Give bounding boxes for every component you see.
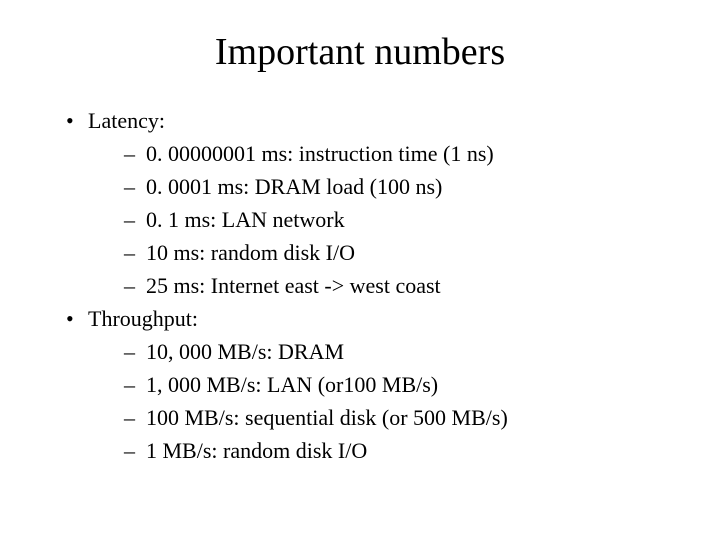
sub-list: 0. 00000001 ms: instruction time (1 ns) … <box>88 137 660 302</box>
sub-list-item: 0. 00000001 ms: instruction time (1 ns) <box>88 137 660 170</box>
sub-list-item: 10 ms: random disk I/O <box>88 236 660 269</box>
slide: Important numbers Latency: 0. 00000001 m… <box>0 0 720 540</box>
sub-list: 10, 000 MB/s: DRAM 1, 000 MB/s: LAN (or1… <box>88 335 660 467</box>
sub-list-item: 1, 000 MB/s: LAN (or100 MB/s) <box>88 368 660 401</box>
sub-list-item: 25 ms: Internet east -> west coast <box>88 269 660 302</box>
sub-list-item: 10, 000 MB/s: DRAM <box>88 335 660 368</box>
list-item-label: Latency: <box>88 108 165 133</box>
list-item-label: Throughput: <box>88 306 198 331</box>
bullet-list: Latency: 0. 00000001 ms: instruction tim… <box>60 104 660 467</box>
list-item: Latency: 0. 00000001 ms: instruction tim… <box>60 104 660 302</box>
list-item: Throughput: 10, 000 MB/s: DRAM 1, 000 MB… <box>60 302 660 467</box>
sub-list-item: 100 MB/s: sequential disk (or 500 MB/s) <box>88 401 660 434</box>
sub-list-item: 0. 0001 ms: DRAM load (100 ns) <box>88 170 660 203</box>
slide-title: Important numbers <box>60 30 660 74</box>
sub-list-item: 0. 1 ms: LAN network <box>88 203 660 236</box>
sub-list-item: 1 MB/s: random disk I/O <box>88 434 660 467</box>
